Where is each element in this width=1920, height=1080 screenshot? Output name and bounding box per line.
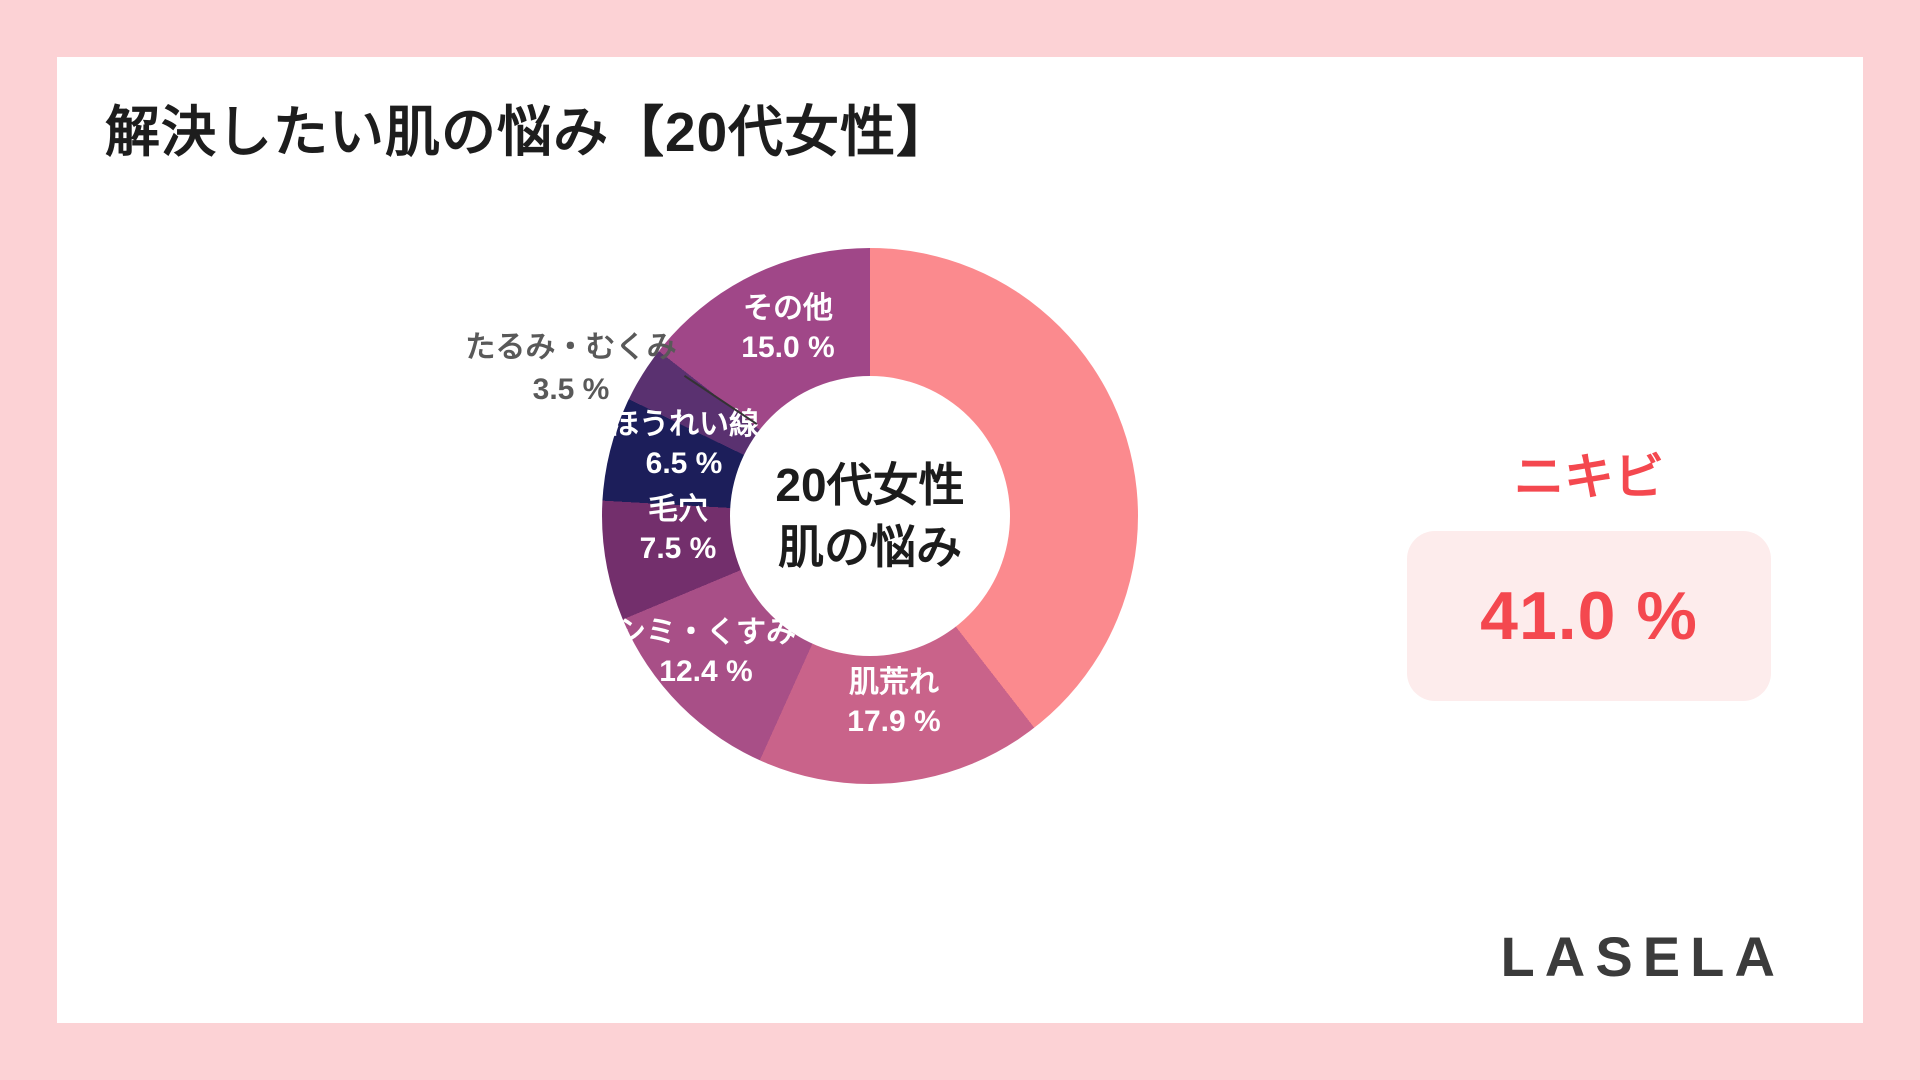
slice-label-houreisen: ほうれい線 6.5 % xyxy=(609,405,759,483)
slice-label-sonota: その他 15.0 % xyxy=(741,289,834,367)
slice-label-sonota-text: その他 xyxy=(743,292,833,325)
slice-label-shimi-kusumi-text: シミ・くすみ xyxy=(616,616,796,649)
slice-label-keana: 毛穴 7.5 % xyxy=(640,490,717,568)
donut-center: 20代女性 肌の悩み xyxy=(730,376,1010,656)
slice-label-tarumi-mukumi-value: 3.5 % xyxy=(532,373,610,406)
slice-label-keana-value: 7.5 % xyxy=(639,532,717,565)
slice-label-houreisen-value: 6.5 % xyxy=(645,447,723,480)
slice-label-hadaare-text: 肌荒れ xyxy=(849,666,939,699)
slice-label-tarumi-mukumi-text: たるみ・むくみ xyxy=(465,331,677,364)
slice-label-tarumi-mukumi: たるみ・むくみ 3.5 % xyxy=(465,327,676,411)
highlight-panel: ニキビ 41.0 % xyxy=(1407,437,1771,701)
slice-label-sonota-value: 15.0 % xyxy=(741,331,835,364)
donut-chart: 20代女性 肌の悩み その他 15.0 % ほうれい線 6.5 % 毛穴 7.5… xyxy=(602,248,1138,784)
slice-label-shimi-kusumi: シミ・くすみ 12.4 % xyxy=(616,613,796,691)
donut-center-line1: 20代女性 xyxy=(775,458,965,511)
highlight-value-box: 41.0 % xyxy=(1407,531,1771,701)
highlight-label: ニキビ xyxy=(1514,449,1664,505)
slice-label-shimi-kusumi-value: 12.4 % xyxy=(659,655,753,688)
slice-label-hadaare: 肌荒れ 17.9 % xyxy=(847,663,940,741)
highlight-value: 41.0 % xyxy=(1480,578,1698,654)
slice-label-houreisen-text: ほうれい線 xyxy=(609,408,759,441)
content-card: 解決したい肌の悩み【20代女性】 20代女性 肌の悩み その他 15.0 % ほ… xyxy=(57,57,1863,1023)
donut-center-line2: 肌の悩み xyxy=(778,521,962,573)
slice-label-hadaare-value: 17.9 % xyxy=(847,705,941,738)
slice-label-keana-text: 毛穴 xyxy=(648,493,708,526)
page-title: 解決したい肌の悩み【20代女性】 xyxy=(105,101,953,163)
brand-logo: LASELA xyxy=(1500,925,1785,988)
